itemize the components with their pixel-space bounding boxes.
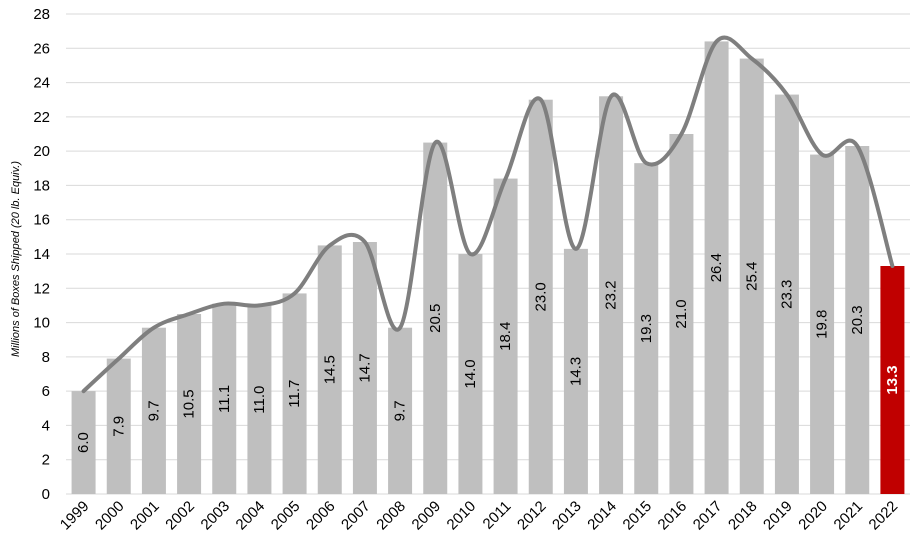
x-tick-label: 2022 <box>866 498 902 534</box>
bar-value-label: 13.3 <box>884 365 901 394</box>
y-tick-label: 26 <box>33 40 50 57</box>
bar-2004 <box>247 305 272 494</box>
bar-value-label: 18.4 <box>497 322 514 351</box>
bar-value-label: 9.7 <box>392 400 409 421</box>
bar-value-label: 19.8 <box>814 310 831 339</box>
bar-value-label: 20.3 <box>849 305 866 334</box>
y-tick-label: 22 <box>33 109 50 126</box>
x-tick-label: 2020 <box>795 498 831 534</box>
bar-2011 <box>493 178 518 495</box>
x-tick-label: 2003 <box>198 498 234 534</box>
bar-1999 <box>71 391 96 494</box>
x-tick-label: 2016 <box>655 498 691 534</box>
trend-line <box>81 35 895 394</box>
bar-value-label: 26.4 <box>708 253 725 282</box>
y-tick-label: 2 <box>42 452 50 469</box>
x-axis-ticks: 1999 2000 2001 2002 2003 2004 2005 2006 2007 2008… <box>57 498 901 534</box>
y-tick-label: 10 <box>33 315 50 332</box>
bar-value-labels: 6.0 7.9 9.7 10.5 11.1 11.0 11.7 14.5 14.7 9.7 20.5… <box>75 253 901 453</box>
x-tick-label: 2008 <box>373 498 409 534</box>
x-tick-label: 2004 <box>233 498 269 534</box>
x-tick-label: 1999 <box>57 498 93 534</box>
y-tick-label: 4 <box>42 417 50 434</box>
bar-2021 <box>845 146 870 494</box>
x-tick-label: 2019 <box>760 498 796 534</box>
bar-2007 <box>352 242 377 494</box>
bar-value-label: 10.5 <box>181 389 198 418</box>
x-tick-label: 2009 <box>409 498 445 534</box>
bar-value-label: 9.7 <box>145 400 162 421</box>
bar-value-label: 14.0 <box>462 359 479 388</box>
bar-2001 <box>141 327 166 494</box>
bar-series <box>71 41 905 495</box>
y-axis-label: Millions of Boxes Shipped (20 lb. Equiv.… <box>10 161 22 357</box>
bar-2010 <box>458 254 483 494</box>
x-tick-label: 2010 <box>444 498 480 534</box>
x-tick-label: 2000 <box>92 498 128 534</box>
x-tick-label: 2005 <box>268 498 304 534</box>
bar-2000 <box>106 358 131 494</box>
bar-value-label: 14.7 <box>356 353 373 382</box>
bar-value-label: 14.5 <box>321 355 338 384</box>
bar-2017 <box>704 41 729 495</box>
bar-2003 <box>212 303 237 494</box>
bar-value-label: 23.0 <box>532 282 549 311</box>
y-tick-label: 18 <box>33 177 50 194</box>
y-tick-label: 0 <box>42 486 50 503</box>
bar-value-label: 11.7 <box>286 380 303 408</box>
bar-2009 <box>423 142 448 495</box>
x-tick-label: 2002 <box>162 498 198 534</box>
y-tick-label: 16 <box>33 212 50 229</box>
y-tick-label: 24 <box>33 75 50 92</box>
x-tick-label: 2006 <box>303 498 339 534</box>
bar-2014 <box>599 96 624 495</box>
x-tick-label: 2001 <box>127 498 163 534</box>
x-tick-label: 2021 <box>831 498 867 534</box>
bar-2006 <box>317 245 342 494</box>
bar-value-label: 23.3 <box>778 280 795 309</box>
x-tick-label: 2007 <box>338 498 374 534</box>
x-tick-label: 2013 <box>549 498 585 534</box>
bar-value-label: 20.5 <box>427 304 444 333</box>
bar-value-label: 11.0 <box>251 386 268 414</box>
y-tick-label: 6 <box>42 383 50 400</box>
x-tick-label: 2017 <box>690 498 726 534</box>
bar-2018 <box>739 58 764 494</box>
bar-value-label: 7.9 <box>110 416 127 437</box>
gridlines <box>66 13 910 495</box>
bar-2005 <box>282 293 307 494</box>
y-tick-label: 12 <box>33 280 50 297</box>
bar-value-label: 11.1 <box>216 385 233 413</box>
bar-value-label: 25.4 <box>743 262 760 291</box>
bar-value-label: 14.3 <box>567 357 584 386</box>
x-tick-label: 2012 <box>514 498 550 534</box>
y-tick-label: 8 <box>42 349 50 366</box>
x-tick-label: 2011 <box>480 498 515 533</box>
bar-2016 <box>669 134 694 494</box>
bar-2020 <box>810 154 835 495</box>
bar-2015 <box>634 163 659 494</box>
bar-2013 <box>563 248 588 494</box>
y-tick-label: 20 <box>33 143 50 160</box>
bar-2022 <box>880 266 905 494</box>
x-tick-label: 2015 <box>620 498 656 534</box>
bar-2012 <box>528 99 553 494</box>
bar-2002 <box>177 314 202 494</box>
bar-value-label: 6.0 <box>75 432 92 453</box>
y-tick-label: 28 <box>33 6 50 23</box>
bar-2008 <box>388 327 413 494</box>
bar-value-label: 19.3 <box>638 314 655 343</box>
bar-value-label: 23.2 <box>603 280 620 309</box>
x-tick-label: 2014 <box>584 498 620 534</box>
y-tick-label: 14 <box>33 246 50 263</box>
x-tick-label: 2018 <box>725 498 761 534</box>
bar-value-label: 21.0 <box>673 299 690 328</box>
bar-2019 <box>774 94 799 495</box>
